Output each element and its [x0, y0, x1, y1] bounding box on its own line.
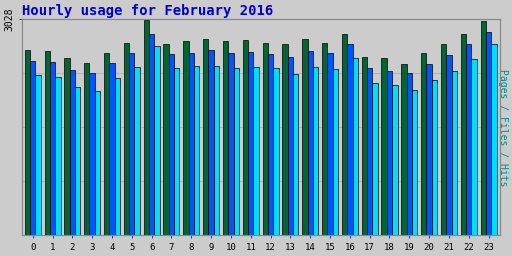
Bar	[313, 67, 318, 235]
Bar	[223, 41, 228, 235]
Bar	[143, 20, 149, 235]
Bar	[466, 44, 472, 235]
Bar	[441, 44, 446, 235]
Bar	[228, 53, 233, 235]
Bar	[135, 67, 140, 235]
Bar	[367, 68, 372, 235]
Bar	[407, 73, 412, 235]
Bar	[401, 64, 407, 235]
Bar	[387, 70, 392, 235]
Bar	[104, 53, 110, 235]
Y-axis label: Pages / Files / Hits: Pages / Files / Hits	[498, 69, 508, 186]
Bar	[84, 63, 90, 235]
Bar	[302, 39, 308, 235]
Bar	[45, 51, 50, 235]
Bar	[154, 46, 160, 235]
Bar	[233, 68, 239, 235]
Bar	[361, 57, 367, 235]
Bar	[342, 34, 347, 235]
Bar	[174, 68, 180, 235]
Bar	[129, 53, 135, 235]
Bar	[412, 90, 417, 235]
Bar	[322, 43, 327, 235]
Bar	[75, 87, 80, 235]
Bar	[50, 62, 55, 235]
Bar	[268, 54, 273, 235]
Bar	[426, 64, 432, 235]
Bar	[90, 73, 95, 235]
Bar	[169, 54, 174, 235]
Bar	[70, 70, 75, 235]
Bar	[446, 55, 452, 235]
Bar	[183, 41, 188, 235]
Bar	[194, 66, 199, 235]
Bar	[486, 32, 492, 235]
Bar	[65, 58, 70, 235]
Bar	[214, 66, 219, 235]
Bar	[308, 51, 313, 235]
Bar	[248, 52, 253, 235]
Bar	[253, 67, 259, 235]
Text: Hourly usage for February 2016: Hourly usage for February 2016	[22, 4, 273, 18]
Bar	[347, 44, 353, 235]
Bar	[203, 39, 208, 235]
Bar	[208, 50, 214, 235]
Bar	[110, 63, 115, 235]
Bar	[472, 59, 477, 235]
Bar	[188, 53, 194, 235]
Bar	[327, 53, 333, 235]
Bar	[35, 75, 41, 235]
Bar	[163, 44, 169, 235]
Bar	[25, 50, 30, 235]
Bar	[124, 43, 129, 235]
Bar	[115, 78, 120, 235]
Bar	[30, 60, 35, 235]
Bar	[432, 80, 437, 235]
Bar	[381, 58, 387, 235]
Bar	[95, 91, 100, 235]
Bar	[372, 83, 378, 235]
Bar	[288, 57, 293, 235]
Bar	[461, 34, 466, 235]
Bar	[293, 74, 298, 235]
Bar	[273, 68, 279, 235]
Bar	[149, 34, 154, 235]
Bar	[333, 69, 338, 235]
Bar	[263, 43, 268, 235]
Bar	[282, 44, 288, 235]
Bar	[392, 86, 397, 235]
Bar	[481, 21, 486, 235]
Bar	[492, 44, 497, 235]
Bar	[353, 58, 358, 235]
Bar	[55, 77, 60, 235]
Bar	[243, 40, 248, 235]
Bar	[452, 70, 457, 235]
Bar	[421, 53, 426, 235]
